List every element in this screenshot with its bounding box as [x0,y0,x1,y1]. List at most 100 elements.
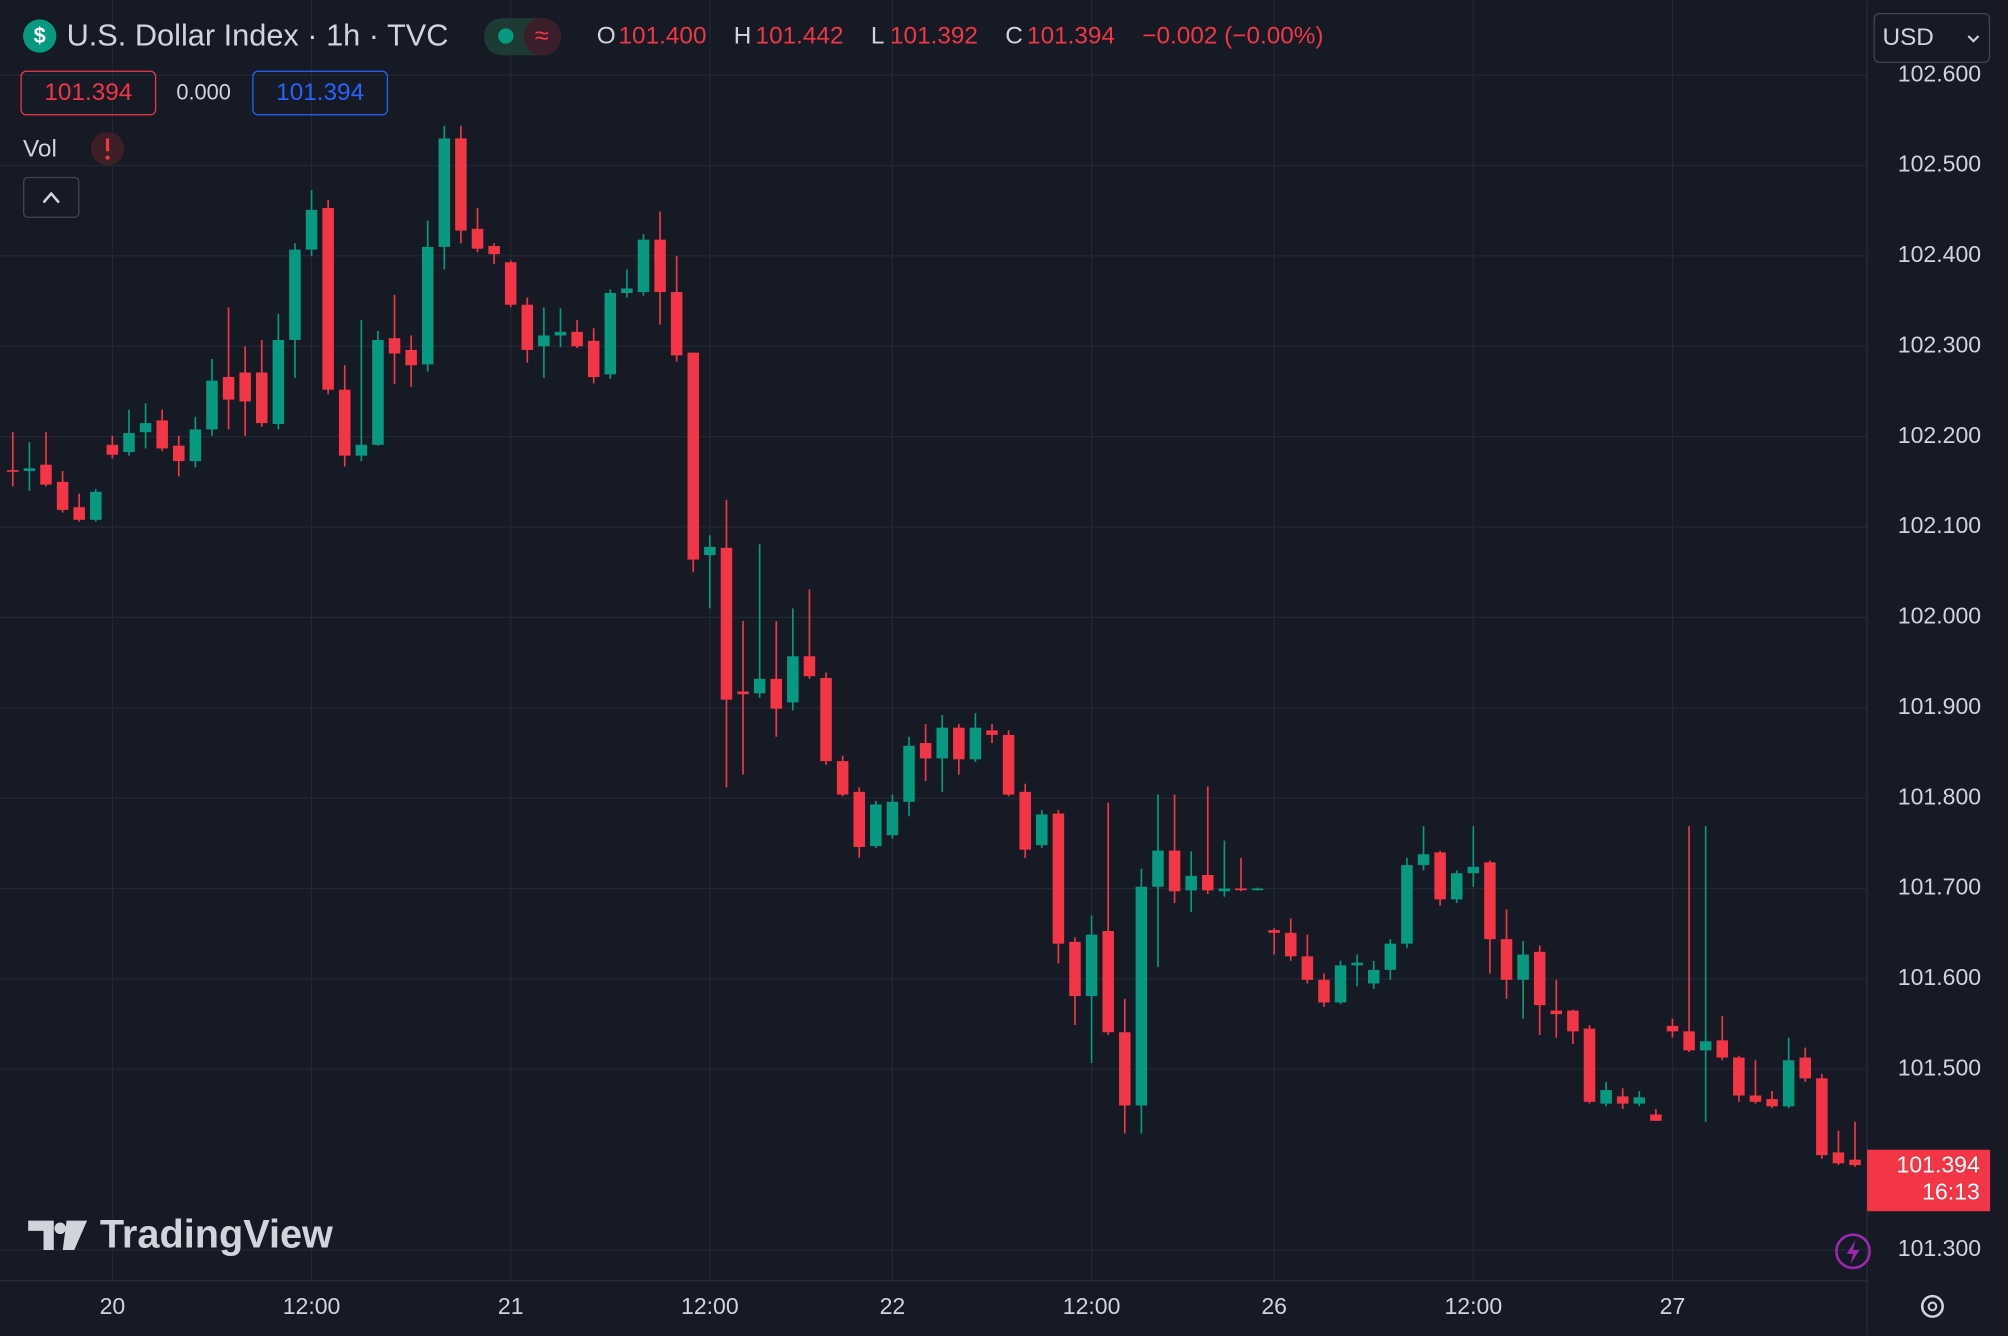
candle-body [1749,1095,1762,1102]
candle-body [421,246,434,365]
candle-body [1633,1097,1646,1104]
candle-body [1135,886,1148,1106]
candle-body [1733,1057,1745,1096]
candle-body [1251,888,1264,891]
candle-body [1666,1025,1679,1032]
y-tick-label: 102.100 [1898,512,1981,538]
x-tick-label: 22 [880,1293,906,1319]
candle-body [1218,888,1231,892]
candle-body [1284,932,1297,957]
candle-body [1716,1040,1729,1058]
y-tick-label: 101.600 [1898,964,1981,990]
low-label: L [871,23,885,50]
candle-body [1683,1031,1695,1051]
candle-body [1036,814,1048,846]
candle-body [372,339,384,445]
candle-body [1600,1090,1612,1104]
candle-body [1816,1078,1828,1156]
candle-body [1351,962,1363,966]
candle-body [836,761,849,795]
settings-icon[interactable] [1920,1294,1944,1318]
spread: 0.000 [176,79,230,104]
candle-body [1334,965,1347,1003]
candle-body [1318,979,1330,1003]
warning-dot [105,155,110,160]
candle-body [687,352,700,560]
candle-body [1583,1028,1596,1102]
candle-body [239,372,251,402]
candle-body [737,691,749,695]
candle-body [189,429,202,462]
candle-body [405,349,417,366]
candle-body [1152,850,1164,887]
x-tick-label: 26 [1261,1293,1287,1319]
candle-body [753,678,766,694]
compare-pill[interactable] [523,18,561,56]
candle-body [305,209,318,250]
candle-body [272,339,285,425]
candle-body [820,677,832,762]
candle-body [1500,939,1513,980]
candle-body [355,444,368,456]
candle-body [654,239,666,293]
market-status-dot [498,28,514,44]
buy-box[interactable] [252,70,389,116]
y-tick-label: 102.600 [1898,60,1981,86]
compare-icon: ≈ [535,22,549,50]
collapse-button[interactable] [23,176,80,218]
settings-icon-center [1927,1301,1938,1312]
candle-body [1185,875,1197,891]
y-tick-label: 101.700 [1898,874,1981,900]
candle-body [1517,954,1529,980]
sell-box[interactable] [20,70,157,116]
candle-body [455,138,467,231]
candle-body [554,331,567,336]
candle-body [1367,969,1380,984]
currency-dropdown[interactable] [1873,12,1991,63]
candle-body [388,338,401,354]
candle-body [106,444,119,455]
candle-body [1102,931,1114,1033]
candle-body [1832,1152,1845,1164]
chart-title[interactable]: U.S. Dollar Index · 1h · TVC [67,17,449,52]
candle-body [903,745,915,802]
brand-logo-dot [54,1222,66,1235]
open-value: 101.400 [619,23,707,50]
x-tick-label: 27 [1660,1293,1686,1319]
candle-body [23,468,36,472]
x-tick-label: 12:00 [1063,1293,1121,1319]
candle-body [1384,943,1397,970]
candle-body [173,445,185,462]
y-tick-label: 102.500 [1898,151,1981,177]
candle-body [1202,874,1214,891]
candle-body [571,331,583,347]
x-tick-label: 12:00 [1444,1293,1502,1319]
candle-body [1849,1159,1861,1166]
dropdown-arrow [1967,35,1980,43]
candle-body [637,239,650,293]
candle-body [1119,1032,1131,1106]
volume-label[interactable]: Vol [23,135,57,162]
alert-icon[interactable] [1835,1233,1871,1270]
candle-body [1567,1010,1579,1032]
candle-body [1301,956,1314,980]
candle-body [1782,1060,1795,1107]
y-tick-label: 101.800 [1898,783,1981,809]
brand-name[interactable]: TradingView [100,1213,333,1257]
collapse-icon [42,191,60,204]
symbol-icon [23,19,57,53]
price-tag-label: 101.394 [1897,1151,1980,1177]
x-tick-label: 12:00 [283,1293,341,1319]
candle-body [587,340,600,378]
candle-body [770,678,783,709]
candle-body [438,138,451,247]
candle-body [90,491,102,520]
candle-body [521,304,534,350]
sell-price: 101.394 [44,79,132,106]
candle-body [621,288,633,293]
countdown: 16:13 [1922,1178,1980,1204]
candle-body [1699,1041,1712,1051]
candle-body [255,372,268,424]
candle-body [206,380,218,430]
